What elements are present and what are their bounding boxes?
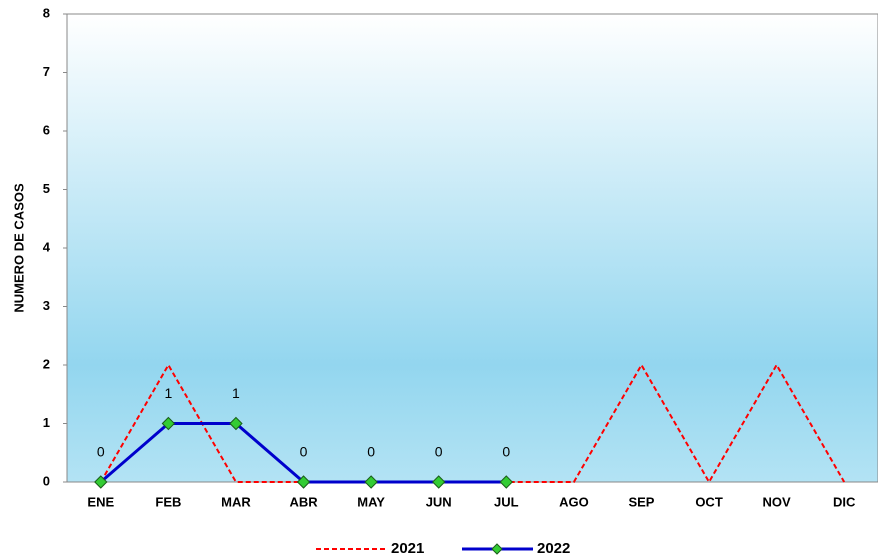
y-tick-label: 0 — [43, 473, 50, 488]
data-label: 0 — [97, 444, 105, 460]
marker — [94, 475, 108, 489]
marker — [296, 475, 311, 489]
x-tick-label: ABR — [289, 494, 318, 509]
marker — [364, 475, 378, 489]
data-label: 0 — [435, 444, 443, 460]
data-label: 0 — [367, 444, 375, 460]
y-tick-label: 1 — [43, 415, 50, 430]
x-tick-label: DIC — [833, 494, 856, 509]
x-tick-label: JUN — [426, 494, 452, 509]
x-tick-label: MAY — [357, 494, 385, 509]
legend-label: 2021 — [391, 540, 424, 557]
x-tick-label: OCT — [695, 494, 723, 509]
data-label: 1 — [164, 385, 172, 401]
plot-area — [66, 13, 878, 483]
y-tick-label: 2 — [43, 356, 50, 371]
y-tick-label: 6 — [43, 122, 50, 137]
x-tick-label: MAR — [221, 494, 251, 509]
x-tick-label: ENE — [87, 494, 114, 509]
x-tick-label: NOV — [763, 494, 792, 509]
marker — [229, 416, 243, 431]
marker — [161, 416, 176, 431]
y-tick-label: 4 — [43, 239, 51, 254]
y-tick-label: 8 — [43, 5, 50, 20]
data-label: 0 — [502, 444, 510, 460]
y-tick-label: 3 — [43, 298, 50, 313]
y-tick-label: 5 — [43, 181, 50, 196]
x-tick-label: FEB — [155, 494, 181, 509]
x-tick-label: JUL — [494, 494, 519, 509]
x-tick-label: AGO — [559, 494, 589, 509]
marker — [432, 475, 446, 489]
x-tick-label: SEP — [628, 494, 654, 509]
legend-marker — [491, 543, 503, 555]
legend-label: 2022 — [537, 540, 570, 557]
marker — [499, 475, 513, 489]
y-tick-label: 7 — [43, 64, 50, 79]
data-label: 1 — [232, 385, 240, 401]
data-label: 0 — [300, 444, 308, 460]
y-axis-label: NUMERO DE CASOS — [11, 183, 26, 313]
